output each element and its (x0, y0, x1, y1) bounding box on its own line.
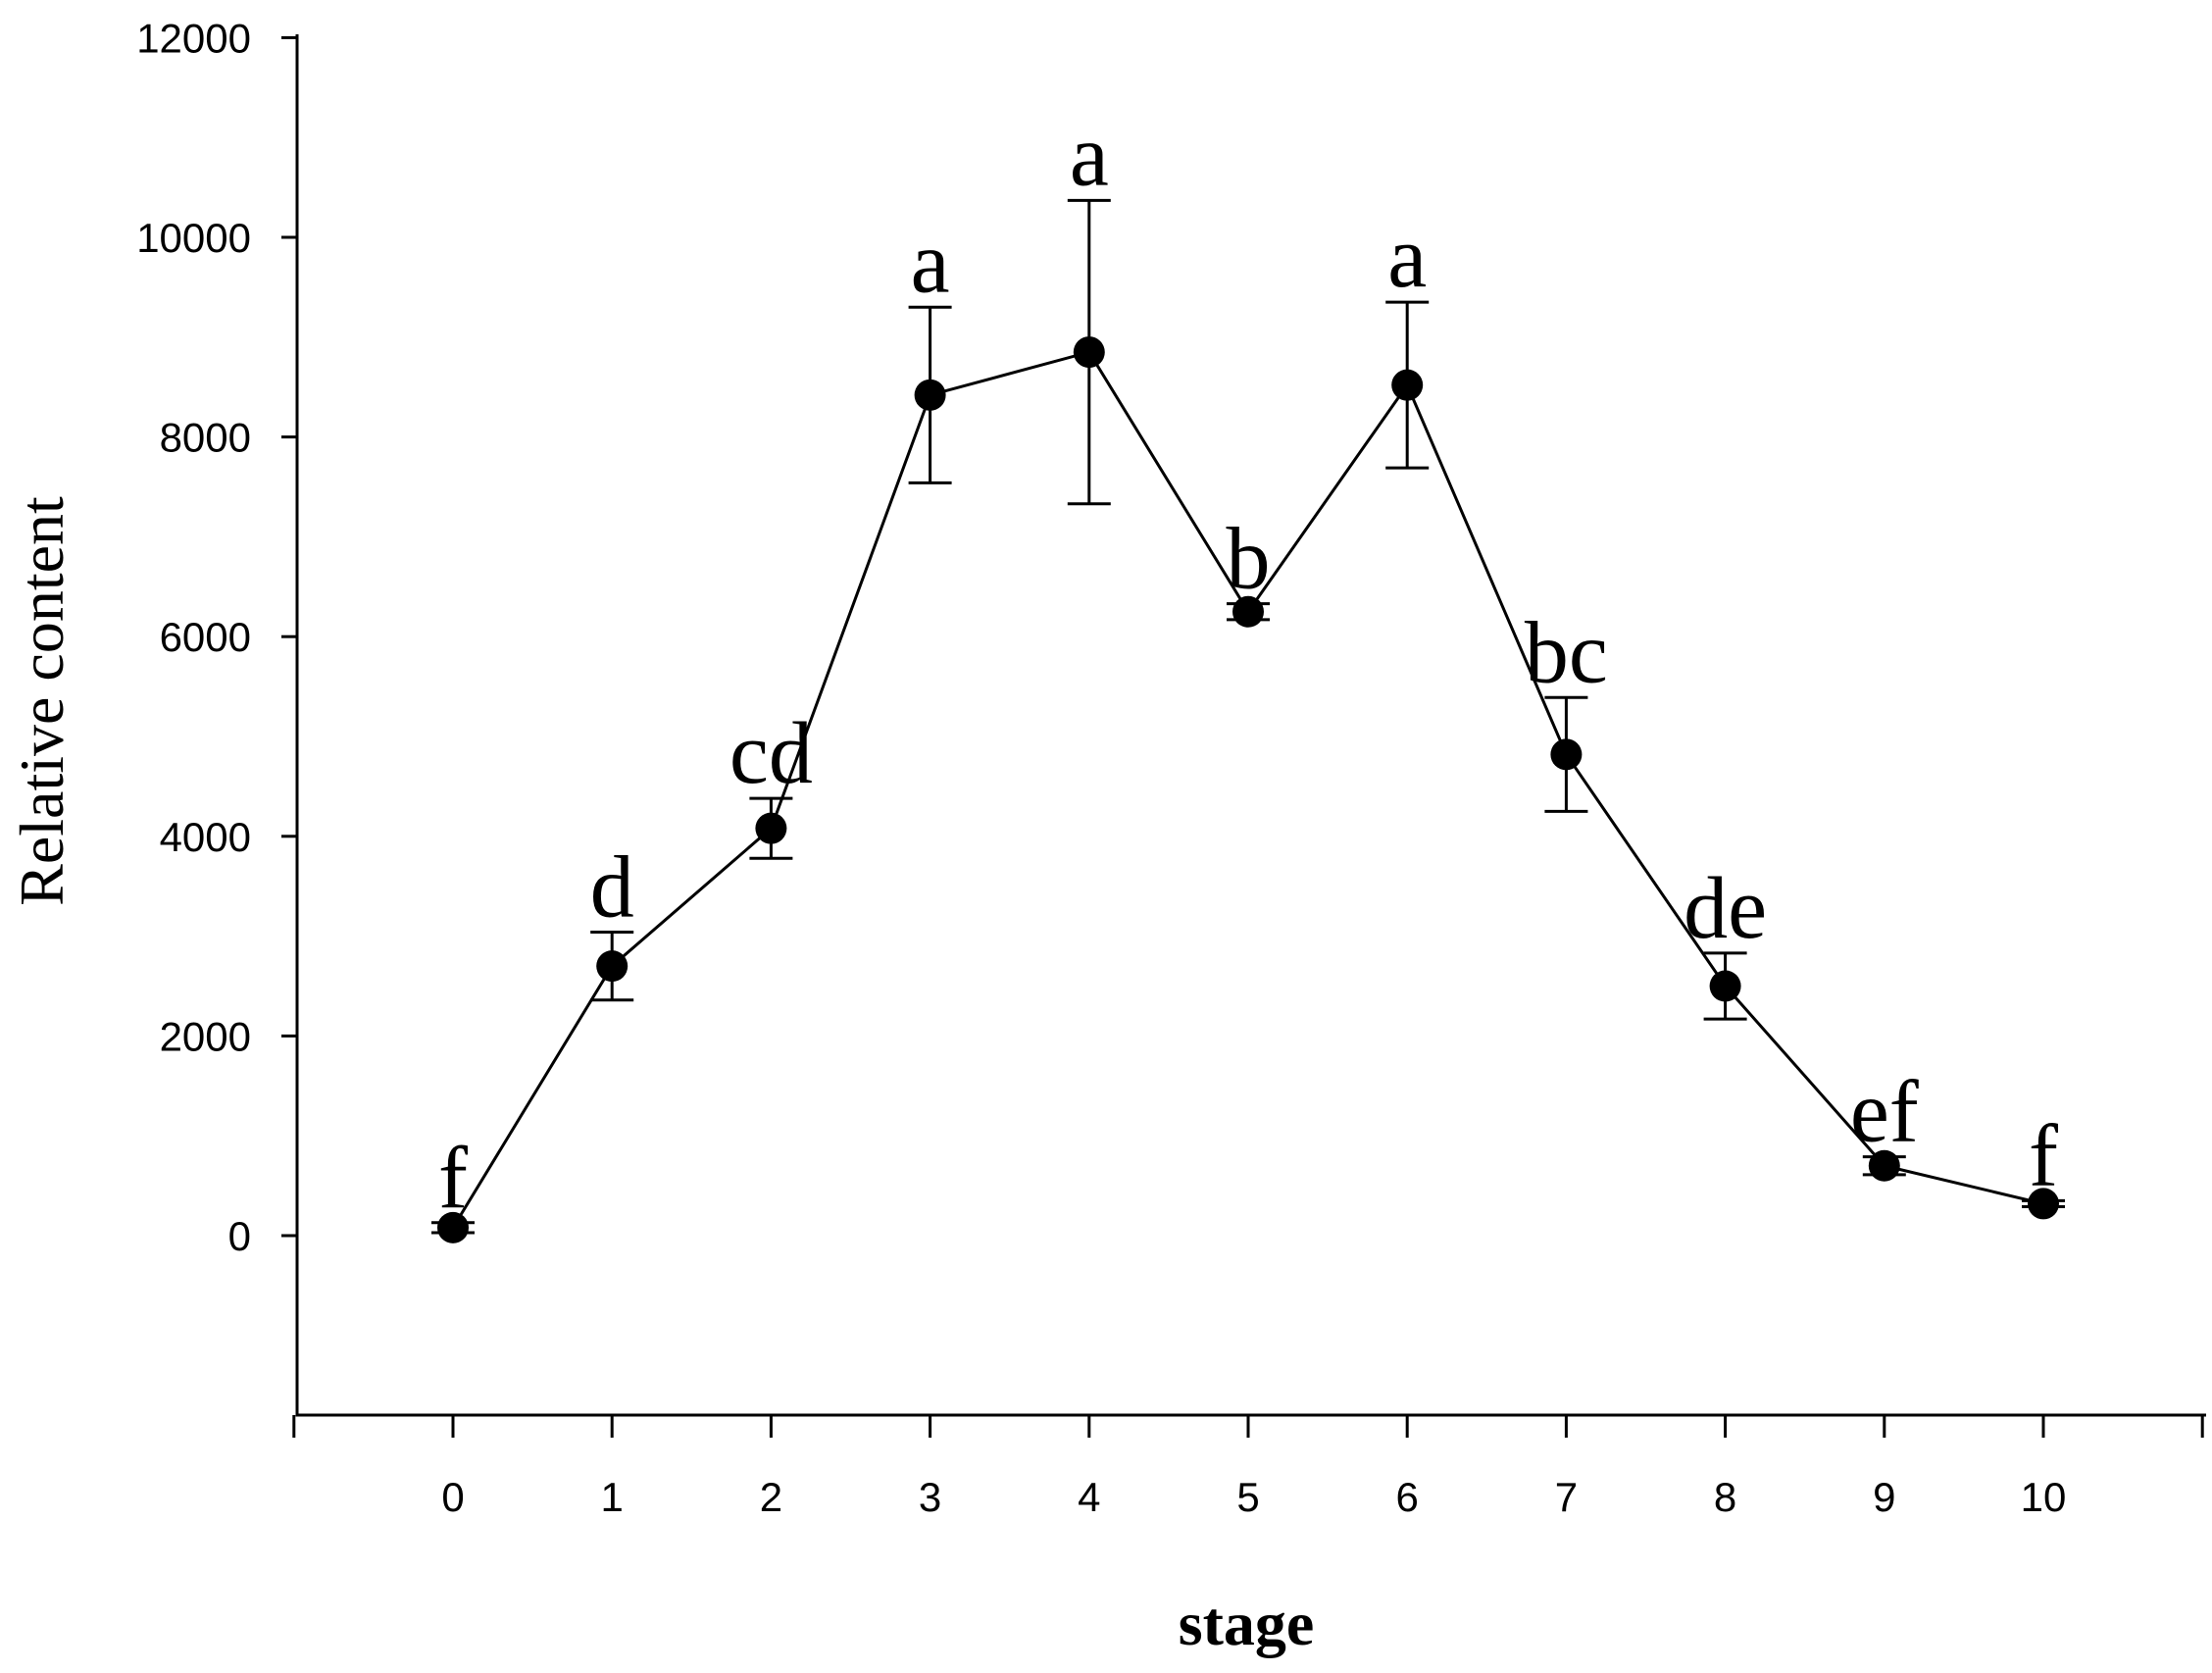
data-point (1868, 1149, 1900, 1182)
data-point (437, 1211, 469, 1243)
x-tick-label: 5 (1236, 1474, 1259, 1520)
data-point (2028, 1188, 2059, 1220)
y-tick-label: 10000 (136, 215, 251, 261)
x-tick-label: 8 (1714, 1474, 1736, 1520)
significance-label: b (1227, 511, 1271, 608)
significance-labels: f dcd a a b a bc de ef f (438, 107, 2058, 1226)
data-point (596, 950, 628, 983)
data-point (1073, 336, 1105, 369)
significance-label: a (1387, 209, 1427, 306)
y-tick-label: 12000 (136, 15, 251, 61)
y-ticks: 0 2000 4000 6000 8000 10000 12000 (136, 15, 297, 1259)
data-point (1709, 970, 1741, 1002)
data-point (755, 812, 787, 844)
x-tick-label: 2 (760, 1474, 782, 1520)
error-bars (431, 198, 2065, 1235)
data-point (1232, 595, 1264, 628)
significance-label: cd (729, 705, 813, 802)
axes (295, 34, 2206, 1417)
data-point (1550, 738, 1583, 771)
x-axis-title: stage (1179, 1589, 1315, 1658)
significance-label: bc (1525, 604, 1608, 701)
y-tick-label: 8000 (160, 415, 251, 461)
data-point (914, 379, 946, 411)
significance-label: f (2029, 1107, 2058, 1204)
y-axis-title: Relative content (7, 496, 76, 906)
y-tick-label: 4000 (160, 814, 251, 860)
significance-label: ef (1850, 1064, 1919, 1161)
x-ticks: 0 1 2 3 4 5 6 7 8 9 10 (292, 1415, 2204, 1520)
x-tick-label: 7 (1555, 1474, 1578, 1520)
x-tick-label: 1 (601, 1474, 624, 1520)
y-tick-label: 0 (228, 1213, 251, 1259)
x-tick-label: 4 (1078, 1474, 1100, 1520)
x-tick-label: 10 (2021, 1474, 2067, 1520)
significance-label: f (438, 1130, 468, 1227)
x-tick-label: 3 (919, 1474, 941, 1520)
x-tick-label: 9 (1873, 1474, 1895, 1520)
x-tick-label: 0 (441, 1474, 464, 1520)
significance-label: d (590, 839, 634, 937)
data-point (1391, 369, 1424, 401)
significance-label: de (1684, 860, 1767, 957)
x-tick-label: 6 (1396, 1474, 1419, 1520)
y-tick-label: 2000 (160, 1013, 251, 1059)
significance-label: a (911, 214, 950, 311)
y-tick-label: 6000 (160, 614, 251, 660)
series-line (451, 350, 2044, 1229)
significance-label: a (1070, 107, 1109, 204)
data-points (437, 336, 2059, 1243)
